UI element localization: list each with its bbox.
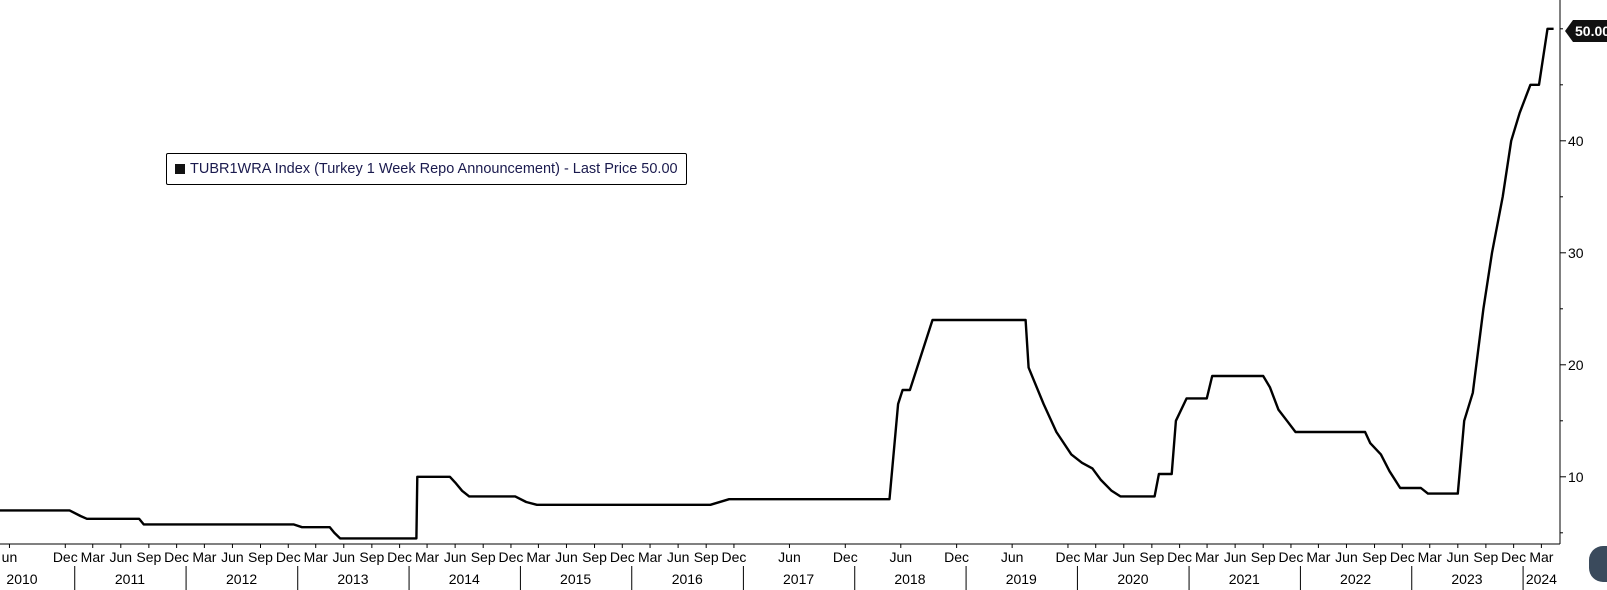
x-tick-label: Sep bbox=[471, 549, 496, 565]
x-tick-label: Mar bbox=[415, 549, 439, 565]
x-tick-label: Dec bbox=[164, 549, 189, 565]
x-tick-label: Jun bbox=[332, 549, 355, 565]
year-label: 2014 bbox=[449, 571, 480, 587]
x-tick-label: Jun bbox=[1112, 549, 1135, 565]
x-tick-label: Dec bbox=[1390, 549, 1415, 565]
x-tick-label: un bbox=[2, 549, 18, 565]
x-axis: un Dec Mar Jun Sep Dec Mar Jun Sep Dec Mar Jun Sep De… bbox=[0, 543, 1560, 590]
x-tick-label: Dec bbox=[1056, 549, 1081, 565]
x-tick-label: Mar bbox=[526, 549, 550, 565]
x-tick-label: Dec bbox=[1278, 549, 1303, 565]
x-tick-label: Jun bbox=[778, 549, 801, 565]
x-tick-label: Sep bbox=[136, 549, 161, 565]
x-tick-label: Sep bbox=[1251, 549, 1276, 565]
x-tick-label: Dec bbox=[1501, 549, 1526, 565]
x-tick-label: Dec bbox=[721, 549, 746, 565]
y-tick-label: 40 bbox=[1568, 133, 1584, 149]
x-tick-label: Mar bbox=[1306, 549, 1330, 565]
x-tick-label: Dec bbox=[944, 549, 969, 565]
x-tick-label: Sep bbox=[582, 549, 607, 565]
x-tick-label: Jun bbox=[1224, 549, 1247, 565]
x-tick-label: Dec bbox=[387, 549, 412, 565]
x-tick-label: Dec bbox=[276, 549, 301, 565]
year-label: 2010 bbox=[6, 571, 37, 587]
year-label: 2024 bbox=[1526, 571, 1557, 587]
x-tick-label: Jun bbox=[1335, 549, 1358, 565]
year-label: 2012 bbox=[226, 571, 257, 587]
plot-area bbox=[0, 27, 1554, 540]
legend: TUBR1WRA Index (Turkey 1 Week Repo Annou… bbox=[166, 153, 687, 185]
x-tick-label: Sep bbox=[1473, 549, 1498, 565]
year-label: 2022 bbox=[1340, 571, 1371, 587]
x-tick-label: Mar bbox=[1529, 549, 1553, 565]
x-tick-label: Jun bbox=[667, 549, 690, 565]
x-tick-label: Mar bbox=[1418, 549, 1442, 565]
scroll-handle[interactable] bbox=[1589, 546, 1607, 582]
x-tick-label: Mar bbox=[1084, 549, 1108, 565]
x-tick-label: Jun bbox=[890, 549, 913, 565]
x-tick-label: Mar bbox=[192, 549, 216, 565]
year-label: 2011 bbox=[115, 571, 145, 587]
year-label: 2017 bbox=[783, 571, 814, 587]
x-tick-label: Jun bbox=[1001, 549, 1024, 565]
x-tick-label: Mar bbox=[1195, 549, 1219, 565]
series-line bbox=[0, 27, 1554, 540]
y-tick-label: 20 bbox=[1568, 357, 1584, 373]
x-tick-label: Jun bbox=[555, 549, 578, 565]
x-tick-label: Sep bbox=[1362, 549, 1387, 565]
legend-swatch bbox=[175, 164, 185, 174]
last-price-badge: 50.00 bbox=[1565, 20, 1607, 42]
x-tick-label: Dec bbox=[833, 549, 858, 565]
x-tick-label: Sep bbox=[248, 549, 273, 565]
x-tick-label: Jun bbox=[221, 549, 244, 565]
last-price-value: 50.00 bbox=[1575, 23, 1607, 39]
x-tick-label: Jun bbox=[1447, 549, 1470, 565]
x-tick-label: Sep bbox=[694, 549, 719, 565]
x-tick-label: Dec bbox=[610, 549, 635, 565]
year-label: 2013 bbox=[337, 571, 368, 587]
x-tick-label: Jun bbox=[110, 549, 133, 565]
x-tick-label: Sep bbox=[1139, 549, 1164, 565]
x-tick-label: Mar bbox=[638, 549, 662, 565]
x-tick-label: Dec bbox=[498, 549, 523, 565]
x-tick-label: Dec bbox=[1167, 549, 1192, 565]
year-label: 2023 bbox=[1451, 571, 1482, 587]
year-label: 2016 bbox=[672, 571, 703, 587]
x-tick-label: Mar bbox=[81, 549, 105, 565]
year-label: 2018 bbox=[894, 571, 925, 587]
y-tick-label: 30 bbox=[1568, 245, 1584, 261]
y-axis: 10 20 30 40 bbox=[1559, 0, 1584, 544]
year-label: 2019 bbox=[1006, 571, 1037, 587]
x-tick-label: Mar bbox=[304, 549, 328, 565]
year-label: 2020 bbox=[1117, 571, 1148, 587]
x-tick-label: Sep bbox=[359, 549, 384, 565]
year-label: 2021 bbox=[1229, 571, 1260, 587]
year-label: 2015 bbox=[560, 571, 591, 587]
y-tick-label: 10 bbox=[1568, 469, 1584, 485]
legend-label: TUBR1WRA Index (Turkey 1 Week Repo Annou… bbox=[190, 161, 678, 177]
x-tick-label: Dec bbox=[53, 549, 78, 565]
x-tick-label: Jun bbox=[444, 549, 467, 565]
